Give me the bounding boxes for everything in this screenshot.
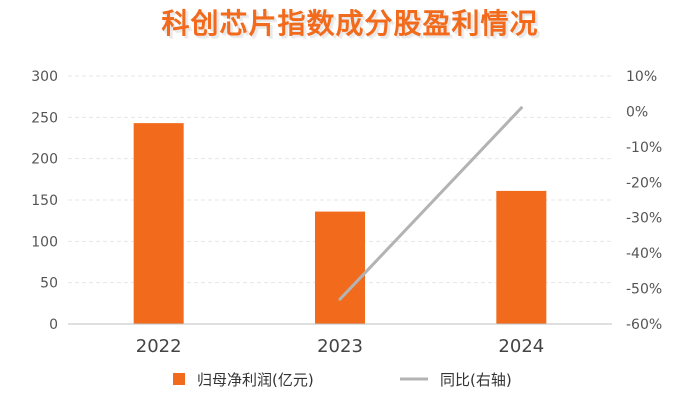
- bar: [133, 123, 184, 325]
- line-series-path: [338, 106, 523, 301]
- legend-label-line: 同比(右轴): [440, 371, 512, 389]
- y-left-tick-label: 50: [40, 276, 58, 292]
- y-right-tick-label: 0%: [626, 104, 648, 120]
- bar: [315, 211, 365, 324]
- chart-title: 科创芯片指数成分股盈利情况: [161, 7, 539, 40]
- y-left-tick-label: 200: [31, 152, 58, 168]
- legend: 归母净利润(亿元) 同比(右轴): [173, 371, 512, 389]
- y-right-tick-label: -30%: [626, 211, 662, 227]
- y-left-tick-label: 300: [31, 69, 58, 85]
- x-tick-label: 2024: [498, 336, 544, 357]
- y-right-tick-label: -40%: [626, 246, 662, 262]
- bar: [496, 190, 547, 324]
- y-right-tick-label: -50%: [626, 282, 662, 298]
- y-left-tick-label: 150: [31, 193, 58, 209]
- legend-swatch-bar: [173, 373, 185, 385]
- line-point: [338, 297, 342, 301]
- axes: 0 50 100 150 200 250 300 -60% -50% -40% -30% -20% -1…: [31, 69, 662, 357]
- y-right-tick-label: -10%: [626, 140, 662, 156]
- y-left-tick-label: 250: [31, 110, 58, 126]
- legend-label-bar: 归母净利润(亿元): [197, 371, 314, 389]
- y-right-tick-label: -60%: [626, 317, 662, 333]
- bar-series: [133, 123, 547, 325]
- x-tick-label: 2023: [317, 336, 363, 357]
- x-tick-label: 2022: [136, 336, 182, 357]
- y-right-tick-label: -20%: [626, 175, 662, 191]
- line-series: [338, 106, 523, 301]
- y-right-tick-label: 10%: [626, 69, 657, 85]
- y-left-tick-label: 0: [49, 317, 58, 333]
- line-point: [519, 106, 523, 110]
- y-left-tick-label: 100: [31, 234, 58, 250]
